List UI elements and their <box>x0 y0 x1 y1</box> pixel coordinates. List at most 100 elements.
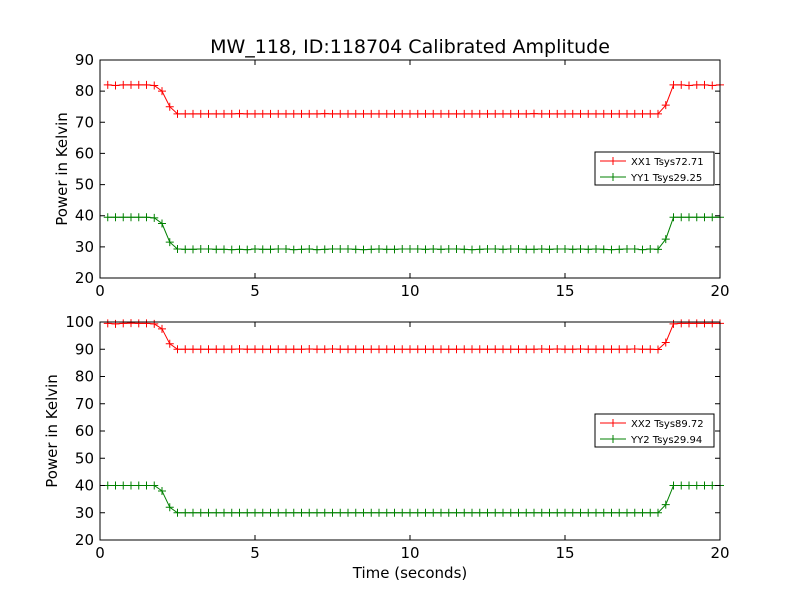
panel2-series-2-point <box>584 508 593 517</box>
panel1-series-2-point <box>111 213 120 222</box>
panel2-series-2-point <box>196 508 205 517</box>
panel1-y-tick-label: 60 <box>75 144 94 162</box>
panel2-series-2-point <box>398 508 407 517</box>
panel1-series-2-point <box>413 245 422 254</box>
panel2-series-1-point <box>483 345 492 354</box>
panel2-series-1-point <box>708 319 717 328</box>
panel2-series-1-point <box>576 344 585 353</box>
panel2-series-1-point <box>212 345 221 354</box>
panel2-series-2-point <box>328 508 337 517</box>
panel2-series-1-point <box>545 345 554 354</box>
panel1-series-2-point <box>227 245 236 254</box>
panel1-series-2-point <box>561 245 569 254</box>
panel1-series-1-point <box>654 109 662 118</box>
panel2-series-2-point <box>204 508 213 517</box>
panel1-x-tick-label: 15 <box>555 282 574 300</box>
panel1-series-1-point <box>638 109 647 118</box>
panel1-series-1-point <box>677 80 686 89</box>
panel1-series-1-point <box>305 109 314 118</box>
panel1-series-2 <box>103 213 724 254</box>
panel1-series-1-point <box>630 109 639 118</box>
panel2-series-2-point <box>677 481 686 490</box>
panel2-series-2-point <box>297 508 306 517</box>
panel1-series-1-point <box>452 109 461 118</box>
panel2-series-2-point <box>444 508 453 517</box>
panel1-series-1-point <box>328 109 337 118</box>
panel1-legend-box <box>594 151 715 186</box>
panel1-series-1-point <box>607 109 616 118</box>
panel1-series-2-point <box>266 245 275 254</box>
panel2-series-1-point <box>243 345 252 354</box>
panel2-series-1-point <box>181 345 190 354</box>
panel1-series-2-point <box>514 245 523 254</box>
panel2-series-2-point <box>623 508 631 517</box>
panel1-series-2-point <box>235 245 244 254</box>
panel1-series-2-point <box>475 245 484 254</box>
panel2-series-1-point <box>406 345 414 354</box>
panel1-series-2-point <box>359 245 368 254</box>
panel2-series-2-point <box>173 508 182 517</box>
panel1-series-1-point <box>483 109 492 118</box>
panel1-series-2-point <box>344 245 352 254</box>
panel2: 0 5 10 15 20 20 30 40 50 60 70 80 90 100 Power in Kelv… <box>43 313 730 562</box>
panel2-series-1-point <box>382 345 391 354</box>
panel2-series-2-point <box>530 508 538 517</box>
panel2-series-2-point <box>692 481 701 490</box>
panel1-series-2-point <box>406 245 414 254</box>
panel1-x-tick-label: 10 <box>400 282 419 300</box>
figure-title: MW_118, ID:118704 Calibrated Amplitude <box>210 36 610 58</box>
panel2-series-2-point <box>111 481 120 490</box>
panel2-series-2-point <box>708 481 717 490</box>
panel1-series-1-point <box>584 109 593 118</box>
panel2-x-tick-label: 5 <box>250 544 260 562</box>
panel2-series-2-point <box>320 508 329 517</box>
panel1-series-2-point <box>390 245 399 254</box>
panel1-series-2-point <box>460 245 469 254</box>
panel1-series-1-point <box>444 109 453 118</box>
panel2-series-1-point <box>351 345 360 354</box>
panel2-series-1-point <box>607 345 616 354</box>
panel1-series-1 <box>103 80 724 118</box>
panel1-series-1-point <box>150 81 159 90</box>
panel2-series-2-point <box>305 508 314 517</box>
panel2-series-1-point <box>654 345 662 354</box>
panel1-series-1-point <box>623 109 631 118</box>
panel1-series-2-point <box>592 245 600 254</box>
panel1-series-1-point <box>266 109 275 118</box>
panel1-series-1-point <box>173 109 182 118</box>
panel1-series-1-point <box>220 109 228 118</box>
panel1-series-2-point <box>677 213 686 222</box>
panel1-series-2-point <box>599 245 608 254</box>
panel1-series-1-point <box>212 109 221 118</box>
panel2-y-tick-label: 80 <box>75 368 94 386</box>
panel1-series-1-point <box>561 109 569 118</box>
panel1-series-2-point <box>669 213 678 222</box>
panel2-series-1-point <box>506 345 515 354</box>
panel2-series-2-point <box>654 508 662 517</box>
panel1-series-1-point <box>530 109 538 118</box>
panel2-series-1-point <box>204 345 213 354</box>
panel1-series-2-point <box>103 213 112 222</box>
panel1-series-2-point <box>630 245 639 254</box>
panel2-y-tick-label: 90 <box>75 340 94 358</box>
panel2-series-1-point <box>452 345 461 354</box>
panel2-series-2-point <box>514 508 523 517</box>
panel1-series-1-point <box>615 109 624 118</box>
panel1-series-1-point <box>537 109 546 118</box>
panel1-series-1-point <box>119 80 128 89</box>
panel2-series-2-point <box>468 508 476 517</box>
panel2-x-tick-label: 15 <box>555 544 574 562</box>
panel1-series-2-point <box>251 245 259 254</box>
panel2-series-1-point <box>359 345 368 354</box>
panel2-series-2 <box>103 481 724 517</box>
panel1-series-2-point <box>708 213 717 222</box>
panel1-series-1-point <box>421 109 430 118</box>
panel1-legend-entry-1: XX1 Tsys72.71 <box>631 157 704 168</box>
panel1-series-1-point <box>406 109 414 118</box>
panel1-series-1-point <box>460 109 469 118</box>
panel2-series-2-point <box>382 508 391 517</box>
panel2-series-2-point <box>336 508 345 517</box>
panel1-series-1-point <box>506 109 515 118</box>
panel1-series-2-point <box>367 245 376 254</box>
